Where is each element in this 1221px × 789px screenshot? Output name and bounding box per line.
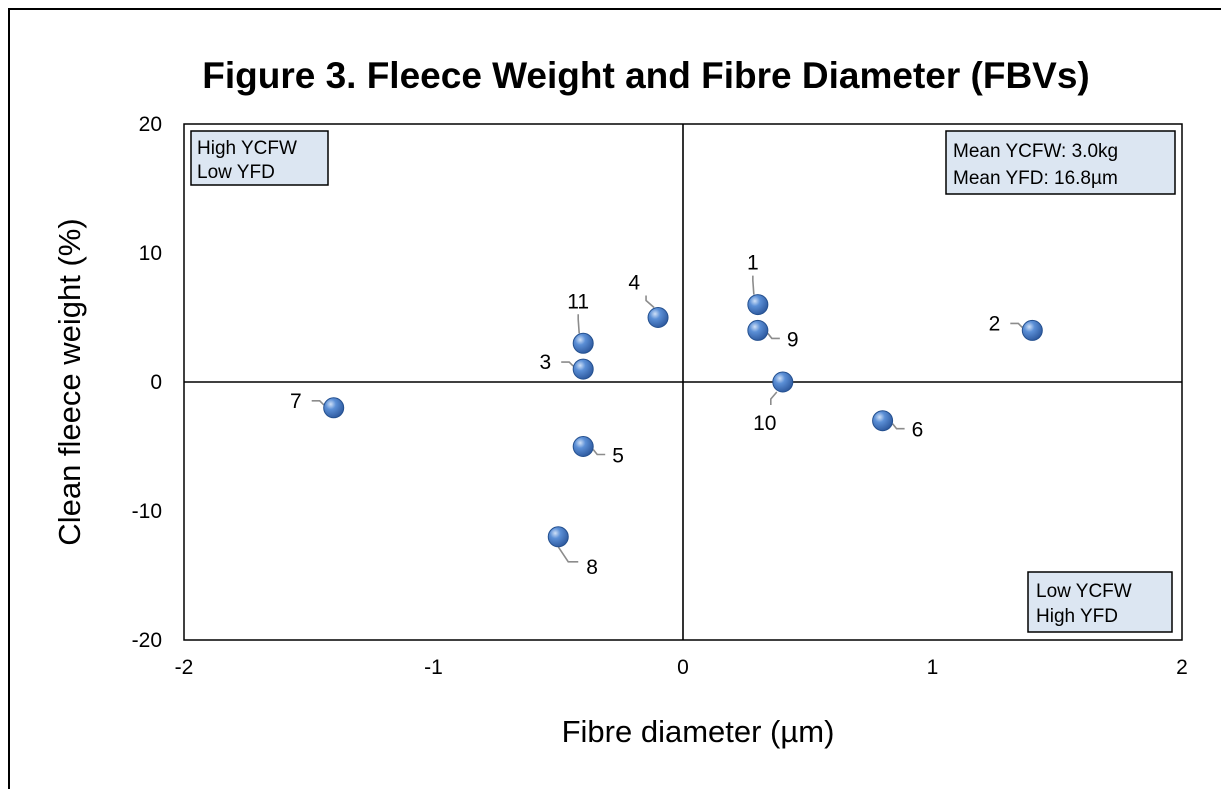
point-label: 11 xyxy=(567,290,589,313)
data-point-10: 10 xyxy=(753,371,794,435)
x-tick-label: -2 xyxy=(175,656,194,679)
data-point-6: 6 xyxy=(872,410,924,442)
point-label: 7 xyxy=(290,390,302,413)
point-label: 5 xyxy=(612,445,624,468)
point-label: 2 xyxy=(989,312,1001,335)
point-marker xyxy=(1021,319,1043,341)
x-tick-labels: -2 -1 0 1 2 xyxy=(175,656,1188,679)
point-marker xyxy=(572,436,594,457)
y-tick-label: -10 xyxy=(132,500,162,523)
y-tick-labels: -20 -10 0 10 20 xyxy=(132,113,162,652)
point-leader-line xyxy=(561,361,574,367)
y-tick-label: 10 xyxy=(139,242,162,265)
point-leader-line xyxy=(752,275,755,295)
point-leader-line xyxy=(1010,322,1023,328)
annotation-top-left-line1: High YCFW xyxy=(197,138,297,159)
data-point-2: 2 xyxy=(989,312,1043,341)
data-point-4: 4 xyxy=(628,272,669,328)
point-leader-line xyxy=(592,449,606,456)
annotation-top-left-line2: Low YFD xyxy=(197,162,275,183)
annotation-top-left: High YCFW Low YFD xyxy=(190,130,329,186)
x-tick-label: 1 xyxy=(927,656,939,679)
point-label: 3 xyxy=(540,351,552,374)
annotation-top-right-line1: Mean YCFW: 3.0kg xyxy=(953,141,1118,162)
x-tick-label: -1 xyxy=(424,656,443,679)
point-marker xyxy=(747,319,769,341)
annotation-bottom-right: Low YCFW High YFD xyxy=(1027,571,1173,633)
point-label: 10 xyxy=(753,412,776,435)
y-tick-label: 20 xyxy=(139,113,162,136)
data-point-7: 7 xyxy=(290,390,345,419)
data-point-1: 1 xyxy=(747,252,769,316)
x-tick-label: 0 xyxy=(677,656,689,679)
data-point-5: 5 xyxy=(572,436,624,468)
x-tick-label: 2 xyxy=(1176,656,1188,679)
point-marker xyxy=(323,397,345,419)
point-leader-line xyxy=(557,546,579,563)
point-leader-line xyxy=(577,314,580,334)
y-tick-label: 0 xyxy=(150,371,162,394)
point-label: 9 xyxy=(787,328,799,351)
point-marker xyxy=(572,358,594,380)
x-axis-label: Fibre diameter (µm) xyxy=(562,714,835,749)
point-leader-line xyxy=(767,332,780,340)
data-point-9: 9 xyxy=(747,319,799,351)
data-point-3: 3 xyxy=(540,351,594,380)
point-leader-line xyxy=(770,391,778,405)
point-marker xyxy=(572,332,594,354)
point-label: 4 xyxy=(628,272,640,295)
quadrant-axes xyxy=(184,124,1182,640)
point-leader-line xyxy=(645,295,655,309)
annotation-bottom-right-line2: High YFD xyxy=(1036,606,1118,627)
point-marker xyxy=(647,307,669,328)
point-marker xyxy=(547,526,569,548)
point-marker xyxy=(872,410,894,432)
annotation-bottom-right-line1: Low YCFW xyxy=(1036,581,1132,602)
y-axis-label: Clean fleece weight (%) xyxy=(52,218,87,545)
point-label: 8 xyxy=(586,556,598,579)
data-point-11: 11 xyxy=(567,290,594,354)
data-points: 1 2 3 4 5 6 7 8 9 10 11 xyxy=(290,252,1043,579)
data-point-8: 8 xyxy=(547,526,598,579)
annotation-top-right-line2: Mean YFD: 16.8µm xyxy=(953,168,1118,189)
point-label: 6 xyxy=(912,419,924,442)
chart-title: Figure 3. Fleece Weight and Fibre Diamet… xyxy=(202,55,1090,96)
annotation-top-right: Mean YCFW: 3.0kg Mean YFD: 16.8µm xyxy=(945,130,1176,195)
point-leader-line xyxy=(311,400,325,406)
point-label: 1 xyxy=(747,252,759,275)
point-marker xyxy=(772,371,794,393)
figure-frame xyxy=(8,8,1221,789)
y-tick-label: -20 xyxy=(132,629,162,652)
point-marker xyxy=(747,294,769,316)
point-leader-line xyxy=(891,423,905,430)
